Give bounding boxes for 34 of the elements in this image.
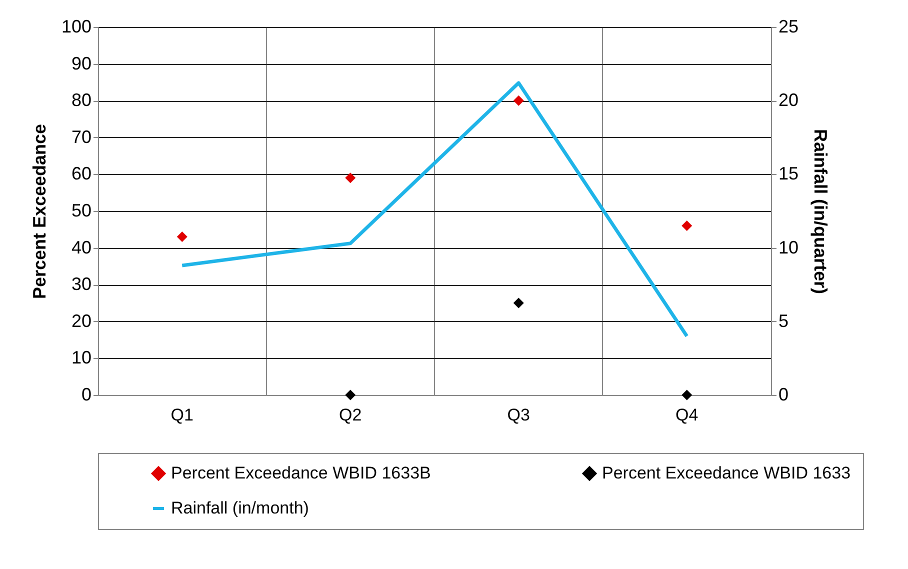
point (513, 298, 524, 308)
y-tick-label: 60 (71, 164, 92, 184)
point (682, 390, 692, 400)
y-tick-label: 50 (71, 200, 92, 220)
point (513, 95, 524, 106)
y2-tick-label: 10 (778, 237, 799, 258)
legend-label: Percent Exceedance WBID 1633B (171, 464, 431, 483)
point (176, 232, 188, 242)
y-tick-label: 90 (71, 53, 92, 74)
y-tick-label: 0 (81, 384, 92, 404)
point (345, 390, 356, 400)
y-tick-label: 30 (71, 274, 92, 294)
y-tick-label: 20 (71, 310, 92, 331)
legend-label: Percent Exceedance WBID 1633 (602, 464, 851, 483)
x-tick-label: Q3 (507, 406, 530, 424)
y-tick-label: 100 (61, 16, 92, 36)
x-tick-label: Q4 (676, 406, 698, 424)
y2-tick-label: 0 (778, 384, 789, 404)
y2-axis-title: Rainfall (in/quarter) (810, 128, 831, 294)
y2-tick-label: 5 (778, 310, 789, 331)
point (345, 172, 356, 184)
y-tick-label: 70 (71, 126, 92, 147)
legend-label: Rainfall (in/month) (171, 498, 309, 518)
y2-tick-label: 15 (778, 164, 799, 184)
point (682, 220, 692, 231)
x-tick-label: Q2 (339, 406, 362, 424)
x-tick-label: Q1 (170, 406, 194, 424)
line-series (180, 81, 689, 338)
y-tick-label: 10 (71, 348, 92, 368)
y-tick-label: 40 (71, 237, 92, 258)
y2-tick-label: 20 (778, 90, 799, 110)
y-axis-title: Percent Exceedance (29, 124, 50, 300)
y2-tick-label: 25 (778, 16, 799, 36)
y-tick-label: 80 (71, 90, 92, 110)
